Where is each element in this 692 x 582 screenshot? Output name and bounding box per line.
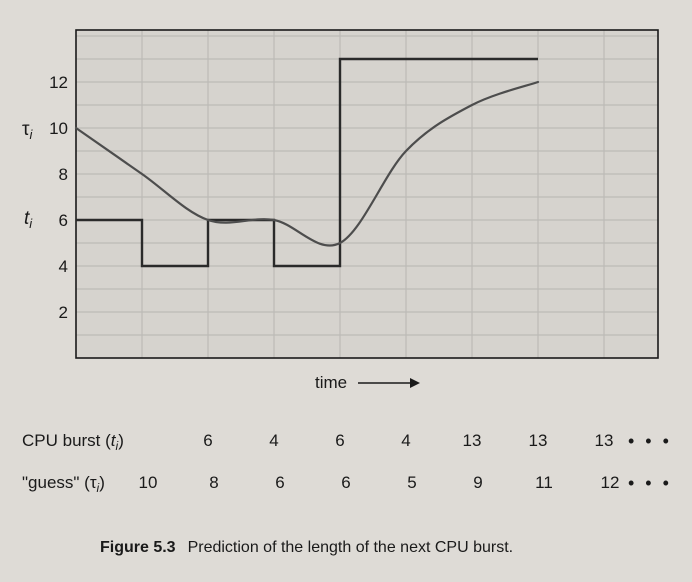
y-tick-label: 8 xyxy=(59,165,68,184)
x-axis-label: time xyxy=(315,373,347,392)
plot-frame xyxy=(75,29,659,359)
y-tick-label: 4 xyxy=(59,257,68,276)
cpu-burst-ellipsis: • • • xyxy=(628,431,672,451)
cpu-burst-value: 4 xyxy=(401,431,410,450)
figure-caption-text: Prediction of the length of the next CPU… xyxy=(188,539,514,556)
guess-row-values: 10 8 6 6 5 9 11 12 xyxy=(139,473,620,492)
figure-caption-label: Figure 5.3 xyxy=(100,539,176,556)
guess-value: 10 xyxy=(139,473,158,492)
cpu-burst-value: 13 xyxy=(595,431,614,450)
y-axis-tick-labels: 2 4 6 8 10 12 xyxy=(49,73,68,322)
tau-subscript: i xyxy=(30,127,34,142)
y-tick-label: 6 xyxy=(59,211,68,230)
guess-value: 8 xyxy=(209,473,218,492)
cpu-burst-value: 6 xyxy=(335,431,344,450)
tau-symbol: τ xyxy=(22,119,30,140)
t-symbol: t xyxy=(24,208,30,229)
guess-value: 5 xyxy=(407,473,416,492)
cpu-burst-row-label: CPU burst (ti) xyxy=(22,431,124,453)
cpu-burst-row-values: 6 4 6 4 13 13 13 xyxy=(203,431,613,450)
guess-value: 6 xyxy=(341,473,350,492)
right-arrow-icon xyxy=(358,378,420,388)
cpu-burst-value: 4 xyxy=(269,431,278,450)
cpu-burst-value: 6 xyxy=(203,431,212,450)
guess-value: 11 xyxy=(535,473,553,492)
guess-row-label: "guess" (τi) xyxy=(22,473,105,495)
tau-series-label: τi xyxy=(22,119,34,142)
guess-value: 6 xyxy=(275,473,284,492)
cpu-burst-step-line xyxy=(76,57,538,268)
cpu-burst-value: 13 xyxy=(529,431,548,450)
figure-caption: Figure 5.3 Prediction of the length of th… xyxy=(100,539,513,556)
t-subscript: i xyxy=(29,216,33,231)
plot-area xyxy=(76,30,658,358)
guess-curve-line xyxy=(74,80,540,247)
guess-ellipsis: • • • xyxy=(628,473,672,493)
guess-value: 12 xyxy=(601,473,620,492)
cpu-burst-value: 13 xyxy=(463,431,482,450)
y-tick-label: 10 xyxy=(49,119,68,138)
y-tick-label: 2 xyxy=(59,303,68,322)
guess-value: 9 xyxy=(473,473,482,492)
y-tick-label: 12 xyxy=(49,73,68,92)
t-series-label: ti xyxy=(24,208,33,231)
